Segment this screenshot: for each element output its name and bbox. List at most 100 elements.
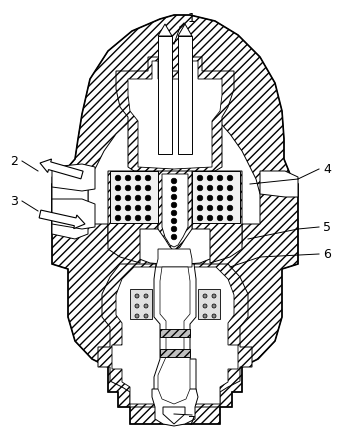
Bar (160, 329, 190, 337)
Circle shape (197, 206, 203, 211)
Circle shape (217, 216, 223, 221)
Circle shape (227, 196, 233, 201)
Circle shape (197, 176, 203, 181)
Circle shape (135, 206, 141, 211)
Bar (178, 37, 192, 155)
Circle shape (227, 186, 233, 191)
Circle shape (125, 176, 131, 181)
Polygon shape (162, 174, 188, 247)
Text: 4: 4 (323, 163, 331, 176)
Polygon shape (158, 25, 172, 37)
Circle shape (115, 216, 121, 221)
Polygon shape (108, 171, 158, 263)
Circle shape (135, 294, 139, 298)
Polygon shape (116, 58, 234, 174)
Bar (160, 329, 190, 337)
Circle shape (145, 176, 151, 181)
Polygon shape (52, 164, 95, 191)
Polygon shape (52, 170, 88, 240)
Circle shape (197, 196, 203, 201)
Circle shape (197, 186, 203, 191)
Circle shape (125, 186, 131, 191)
Circle shape (115, 196, 121, 201)
Polygon shape (163, 407, 185, 424)
Circle shape (145, 206, 151, 211)
Circle shape (115, 206, 121, 211)
Polygon shape (98, 264, 252, 407)
Circle shape (212, 294, 216, 298)
Polygon shape (52, 200, 95, 230)
Text: 5: 5 (323, 221, 331, 234)
Circle shape (212, 304, 216, 308)
Circle shape (171, 203, 177, 208)
Circle shape (227, 176, 233, 181)
Polygon shape (88, 102, 260, 265)
Circle shape (207, 196, 213, 201)
Bar (110, 171, 158, 224)
Circle shape (145, 216, 151, 221)
Circle shape (125, 196, 131, 201)
Text: 7: 7 (188, 414, 196, 427)
Circle shape (203, 304, 207, 308)
Circle shape (145, 196, 151, 201)
Text: 2: 2 (10, 155, 18, 168)
Circle shape (203, 294, 207, 298)
Circle shape (135, 314, 139, 318)
Circle shape (203, 314, 207, 318)
Polygon shape (156, 250, 192, 267)
Polygon shape (260, 171, 298, 197)
Polygon shape (128, 62, 222, 170)
Circle shape (217, 196, 223, 201)
Circle shape (227, 206, 233, 211)
FancyArrow shape (40, 160, 83, 179)
Circle shape (135, 196, 141, 201)
Circle shape (212, 314, 216, 318)
Polygon shape (178, 25, 192, 37)
Circle shape (197, 216, 203, 221)
Bar (158, 37, 172, 155)
Circle shape (171, 219, 177, 224)
Text: 1: 1 (188, 11, 196, 24)
Text: 3: 3 (10, 195, 18, 208)
Circle shape (135, 216, 141, 221)
Polygon shape (112, 267, 238, 404)
Circle shape (144, 304, 148, 308)
Circle shape (217, 176, 223, 181)
Circle shape (217, 206, 223, 211)
Circle shape (207, 176, 213, 181)
Circle shape (115, 186, 121, 191)
Circle shape (144, 314, 148, 318)
Circle shape (171, 179, 177, 184)
Text: 6: 6 (323, 248, 331, 261)
Polygon shape (152, 389, 198, 426)
Circle shape (207, 216, 213, 221)
Circle shape (207, 186, 213, 191)
Circle shape (227, 216, 233, 221)
Circle shape (135, 176, 141, 181)
Circle shape (125, 216, 131, 221)
FancyArrow shape (39, 210, 85, 229)
Polygon shape (158, 267, 190, 404)
Circle shape (171, 227, 177, 232)
Circle shape (144, 294, 148, 298)
Circle shape (171, 195, 177, 201)
Bar (160, 349, 190, 357)
Circle shape (135, 304, 139, 308)
Circle shape (217, 186, 223, 191)
Circle shape (207, 206, 213, 211)
Circle shape (145, 186, 151, 191)
Bar (192, 171, 240, 224)
Circle shape (115, 176, 121, 181)
Polygon shape (192, 171, 242, 263)
Circle shape (171, 187, 177, 192)
Circle shape (171, 235, 177, 240)
Bar (160, 349, 190, 357)
Polygon shape (52, 16, 298, 424)
Polygon shape (154, 264, 196, 409)
Circle shape (171, 211, 177, 216)
Polygon shape (158, 171, 192, 251)
Circle shape (135, 186, 141, 191)
Bar (130, 289, 152, 319)
Bar (198, 289, 220, 319)
Circle shape (125, 206, 131, 211)
